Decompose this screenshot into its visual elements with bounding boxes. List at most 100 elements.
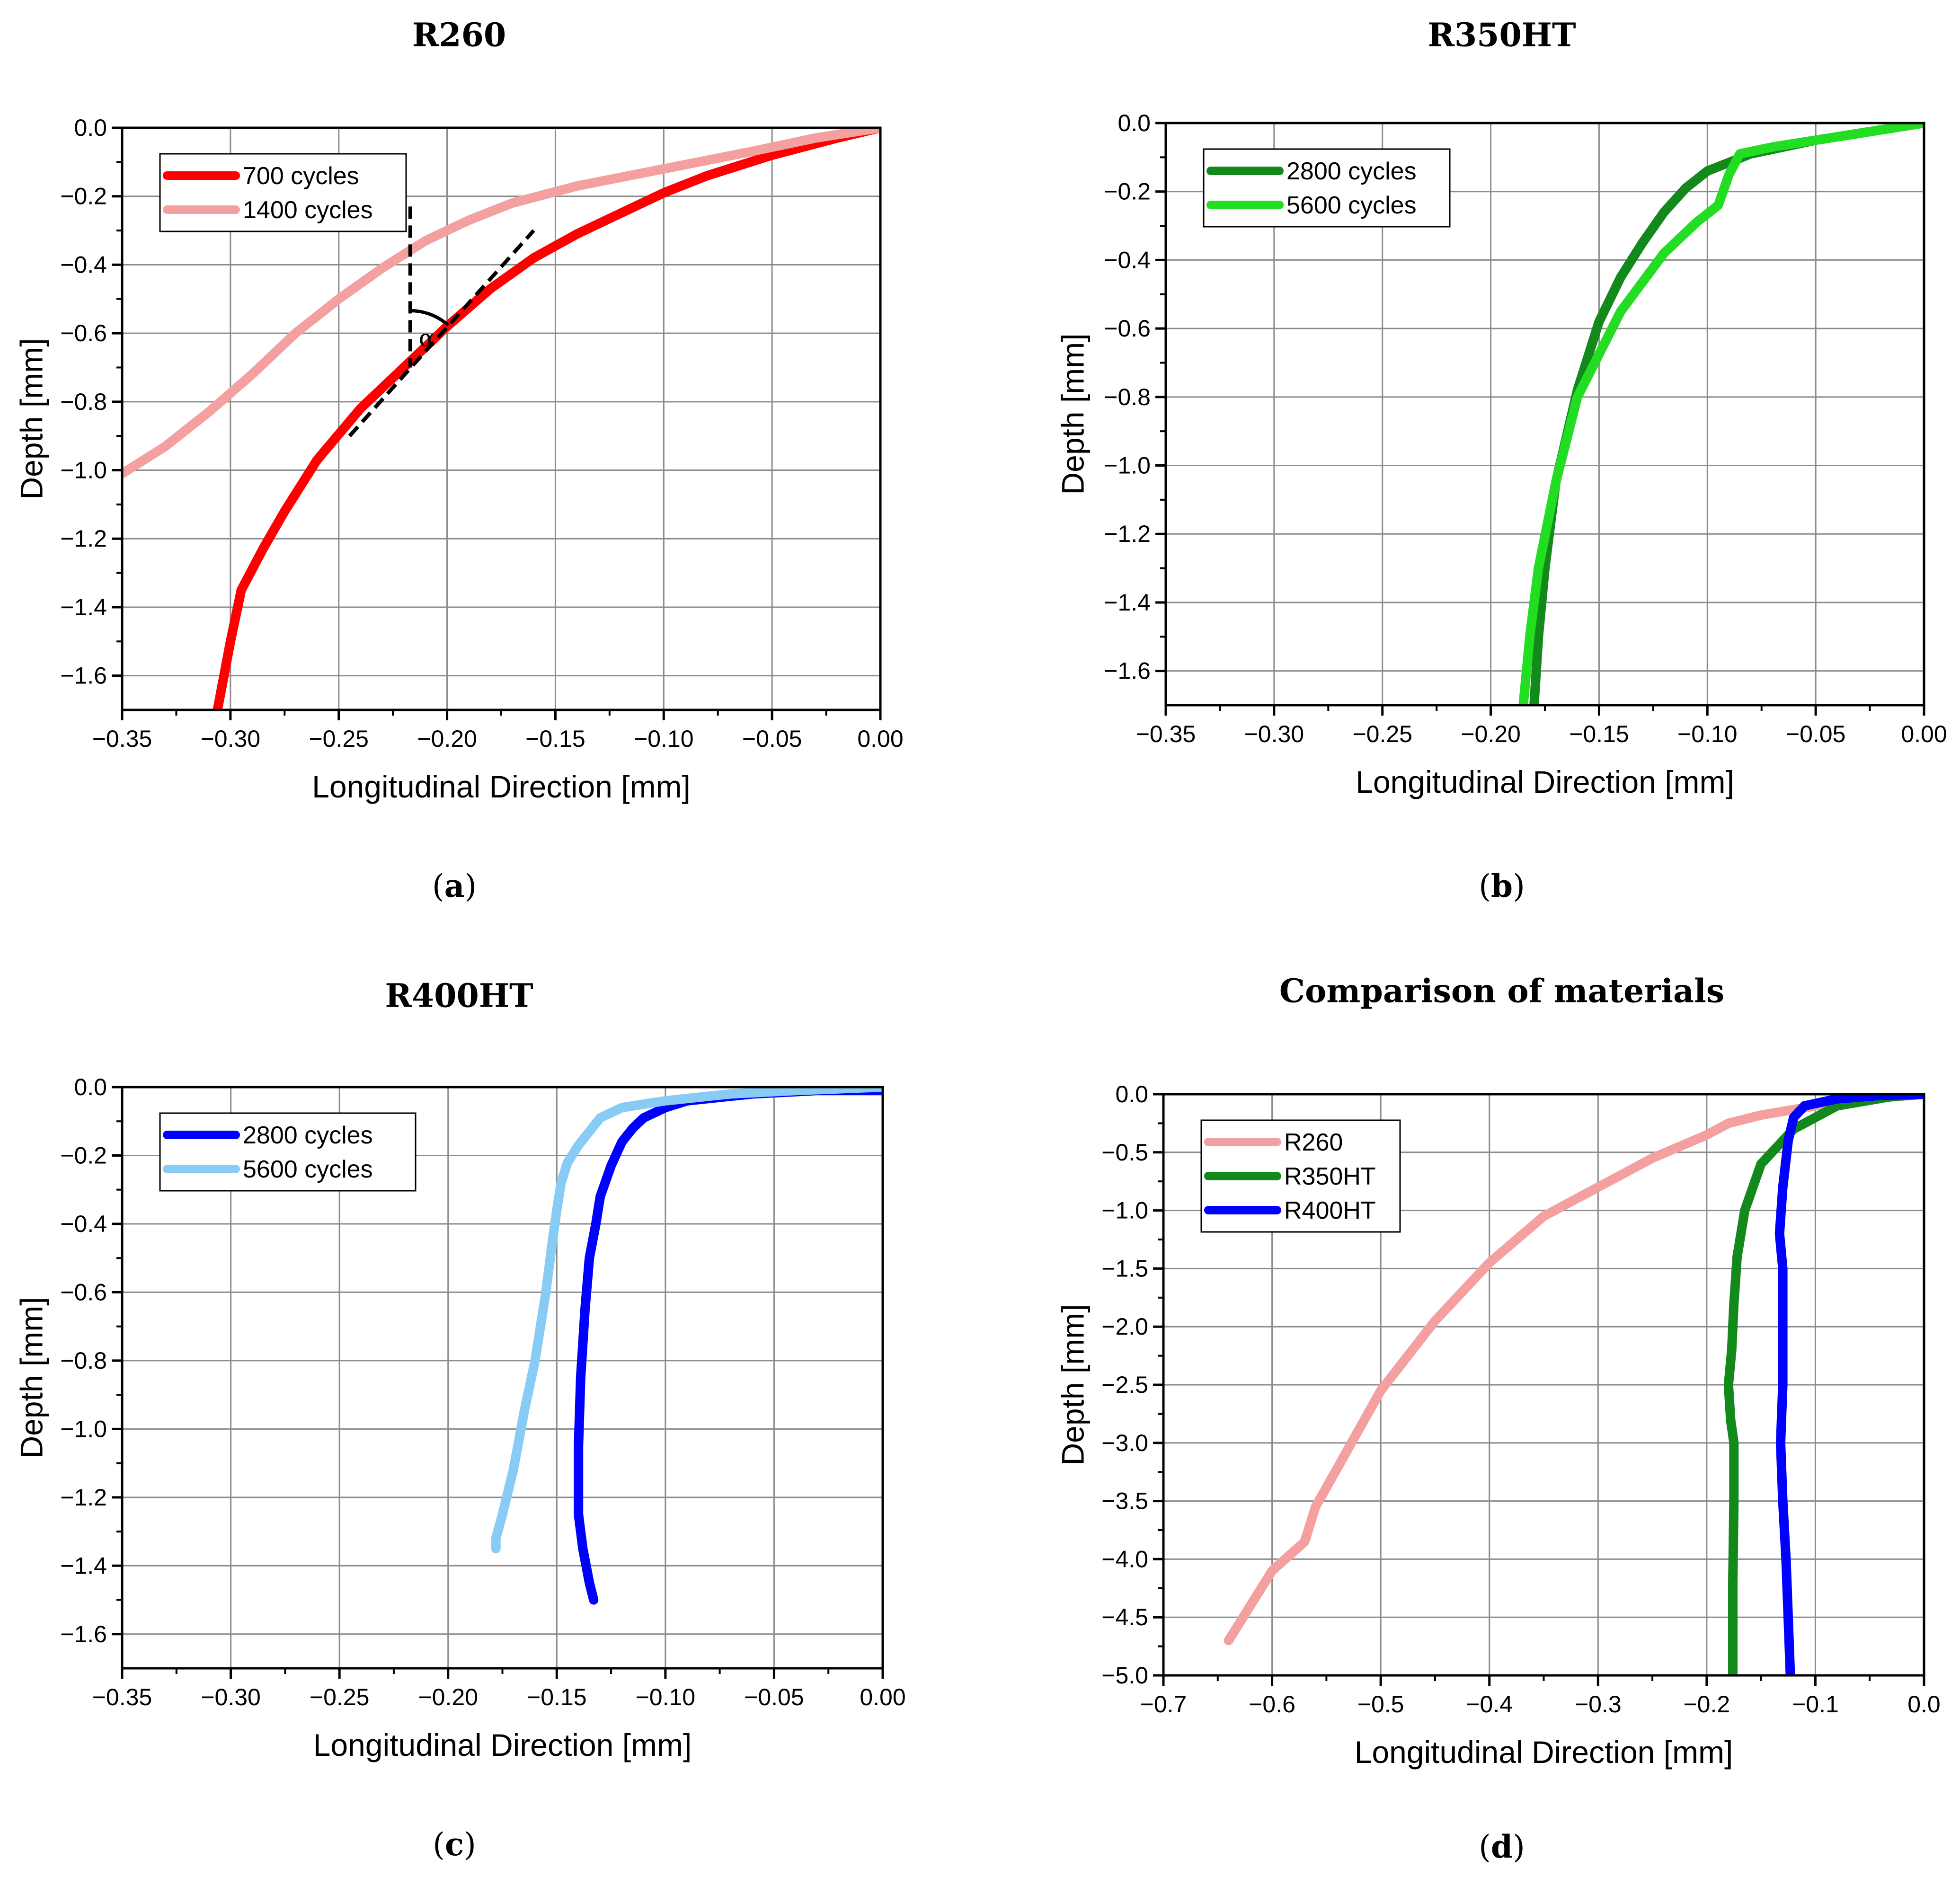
legend: 2800 cycles 5600 cycles	[1203, 148, 1451, 228]
caption-paren: )	[464, 1826, 476, 1863]
y-tick-label: −2.5	[1101, 1372, 1148, 1398]
legend-label: R400HT	[1284, 1197, 1376, 1224]
y-tick-label: −5.0	[1101, 1662, 1148, 1689]
y-tick-label: 0.0	[1117, 110, 1151, 136]
caption-paren: (	[1479, 1829, 1491, 1865]
legend-box	[159, 1112, 417, 1192]
tangent-dashed-line	[348, 229, 535, 437]
legend-label: R260	[1284, 1129, 1343, 1156]
caption-paren: )	[464, 868, 477, 904]
x-tick-label: −0.20	[418, 1684, 478, 1710]
x-tick-label: −0.1	[1792, 1691, 1839, 1718]
y-tick-label: −1.4	[60, 594, 107, 620]
y-tick-label: −1.0	[60, 457, 107, 484]
y-tick-label: −0.2	[60, 183, 107, 210]
x-tick-label: −0.7	[1140, 1691, 1187, 1718]
chart-title: R350HT	[1428, 17, 1576, 54]
x-tick-label: −0.35	[1136, 721, 1196, 747]
chart-title: R260	[412, 17, 506, 54]
y-axis-label: Depth [mm]	[1055, 333, 1090, 495]
panel-caption: (d)	[1479, 1828, 1525, 1865]
legend-label: 5600 cycles	[243, 1156, 373, 1183]
y-tick-label: 0.0	[74, 115, 107, 141]
x-tick-label: −0.25	[1352, 721, 1412, 747]
x-tick-label: −0.20	[1461, 721, 1521, 747]
x-tick-label: −0.6	[1249, 1691, 1295, 1718]
panel-caption: (b)	[1479, 868, 1525, 904]
x-tick-label: −0.20	[417, 726, 477, 752]
x-tick-label: −0.10	[634, 726, 694, 752]
legend: 700 cycles 1400 cycles	[159, 153, 407, 232]
series-line-2800-cycles	[1529, 123, 1924, 705]
x-tick-label: −0.25	[310, 1684, 370, 1710]
y-tick-label: −0.6	[1104, 315, 1151, 342]
y-axis-label: Depth [mm]	[14, 338, 49, 499]
y-tick-label: −1.2	[60, 1484, 107, 1511]
x-tick-label: −0.35	[92, 1684, 152, 1710]
panel-b: R350HT(b)−0.35 −0.30 −0.25 −0.20 −0.15 −0.10−…	[1055, 17, 1947, 905]
x-axis: −0.35 −0.30 −0.25 −0.20 −0.15 −0.10 −0.05 0.00	[92, 710, 904, 752]
x-tick-label: −0.05	[742, 726, 802, 752]
series-line-r260	[1224, 1094, 1924, 1646]
x-axis-label: Longitudinal Direction [mm]	[1355, 1735, 1733, 1770]
x-tick-label: −0.10	[636, 1684, 696, 1710]
x-tick-label: −0.4	[1466, 1691, 1513, 1718]
series-line-r350ht	[1723, 1094, 1924, 1675]
panel-d: Comparison of materials (d) −0.7 −0.6 −0.5 −0…	[1055, 973, 1940, 1866]
x-tick-label: −0.30	[201, 726, 261, 752]
caption-paren: )	[1513, 868, 1525, 904]
y-tick-label: −1.0	[60, 1416, 107, 1442]
x-axis-label: Longitudinal Direction [mm]	[313, 1727, 692, 1762]
legend-label: 2800 cycles	[243, 1122, 373, 1149]
legend-label: 1400 cycles	[243, 196, 373, 224]
x-axis: −0.35 −0.30 −0.25 −0.20 −0.15 −0.10 −0.05 0.00	[92, 1668, 906, 1710]
x-tick-label: −0.25	[309, 726, 369, 752]
y-tick-label: −0.8	[60, 389, 107, 415]
x-axis-label: Longitudinal Direction [mm]	[1356, 764, 1734, 799]
x-tick-label: −0.2	[1683, 1691, 1730, 1718]
y-tick-label: −1.6	[1104, 658, 1151, 684]
legend: R260 R350HT R400HT	[1200, 1119, 1401, 1233]
y-tick-label: −0.4	[60, 1211, 107, 1237]
legend: 2800 cycles 5600 cycles	[159, 1112, 417, 1192]
chart-title: R400HT	[385, 977, 533, 1015]
x-tick-label: 0.00	[1901, 721, 1947, 747]
y-tick-label: −0.2	[1104, 178, 1151, 205]
x-tick-label: −0.15	[527, 1684, 587, 1710]
y-tick-label: −0.6	[60, 1279, 107, 1305]
legend-box	[1203, 148, 1451, 228]
caption-letter: d	[1491, 1828, 1513, 1865]
y-tick-label: −1.2	[1104, 521, 1151, 547]
y-axis: 0.0 −0.5 −1.0 −1.5 −2.0 −2.5 −3.0 −3.5 −4.0 −4.5 −…	[1101, 1081, 1163, 1689]
caption-letter: a	[444, 868, 465, 904]
y-axis-label: Depth [mm]	[14, 1297, 49, 1458]
y-axis: 0.0 −0.2 −0.4 −0.6 −0.8 −1.0 −1.2 −1.4 −1.6	[60, 1074, 122, 1647]
x-tick-label: −0.15	[525, 726, 585, 752]
series-line-r400ht	[1774, 1094, 1924, 1675]
y-axis-label: Depth [mm]	[1055, 1304, 1090, 1465]
y-tick-label: −2.0	[1101, 1313, 1148, 1340]
x-axis-label: Longitudinal Direction [mm]	[312, 769, 691, 804]
legend-label: 5600 cycles	[1286, 192, 1417, 219]
panel-caption: (c)	[433, 1826, 476, 1863]
y-tick-label: −1.0	[1101, 1197, 1148, 1224]
y-tick-label: −0.6	[60, 320, 107, 346]
caption-paren: (	[1479, 868, 1491, 904]
x-tick-label: −0.5	[1357, 1691, 1404, 1718]
angle-annotation: α	[348, 206, 535, 437]
x-tick-label: −0.30	[201, 1684, 261, 1710]
chart-title: Comparison of materials	[1279, 973, 1724, 1010]
series-line-700-cycles	[213, 128, 880, 710]
panel-c: R400HT (c) −0.35 −0.30 −0.25 −0.20 −0.15 −0.10 −…	[14, 977, 905, 1863]
alpha-symbol: α	[419, 324, 435, 352]
angle-arc	[410, 309, 450, 327]
y-tick-label: 0.0	[1115, 1081, 1148, 1107]
x-tick-label: −0.15	[1569, 721, 1629, 747]
y-tick-label: −1.6	[60, 1621, 107, 1647]
legend-label: 2800 cycles	[1286, 158, 1417, 185]
y-tick-label: −0.5	[1101, 1139, 1148, 1166]
caption-paren: (	[432, 868, 444, 904]
y-tick-label: −0.8	[1104, 384, 1151, 410]
y-tick-label: −1.0	[1104, 452, 1151, 479]
x-tick-label: 0.0	[1907, 1691, 1941, 1718]
